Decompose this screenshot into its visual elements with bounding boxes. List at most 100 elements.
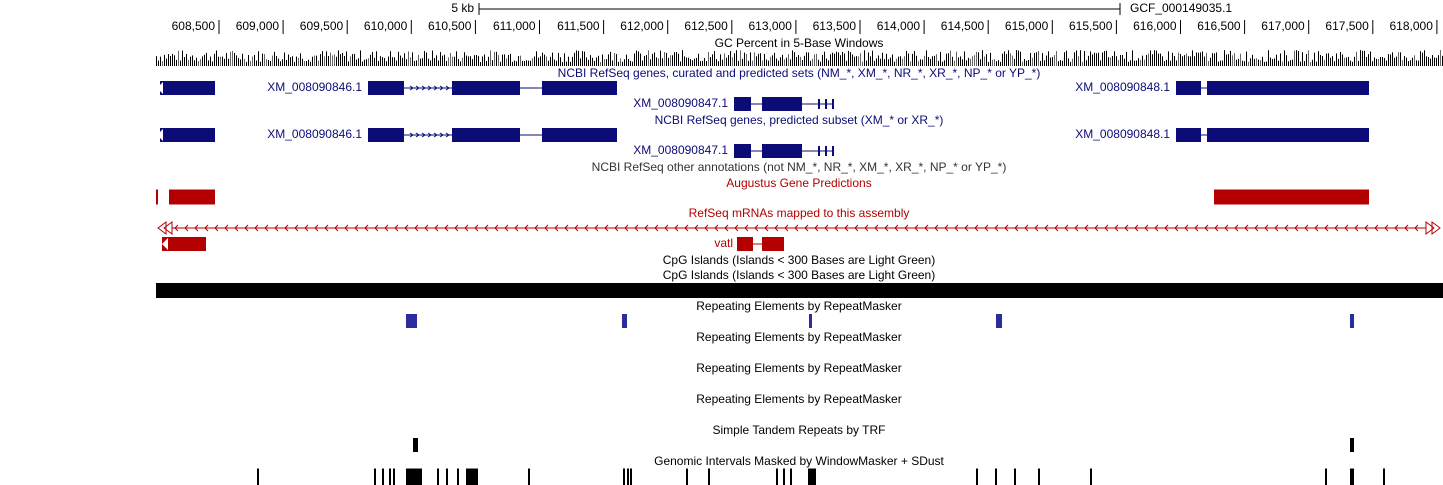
strand-arrow	[445, 132, 450, 138]
track-title: NCBI RefSeq genes, curated and predicted…	[558, 66, 1041, 80]
strand-arrow	[384, 224, 389, 232]
strand-arrow	[1244, 224, 1249, 232]
gc-bar	[618, 61, 619, 66]
gc-bar	[1326, 53, 1327, 66]
gc-bar	[184, 56, 185, 66]
gc-bar	[802, 59, 803, 66]
ruler-tick-label: 618,000	[1390, 19, 1434, 33]
ruler-tick-label: 613,500	[813, 19, 857, 33]
strand-arrow	[974, 224, 979, 232]
gc-bar	[658, 58, 659, 66]
gc-bar	[570, 61, 571, 66]
gc-bar	[1406, 57, 1407, 66]
gc-bar	[1032, 57, 1033, 66]
gc-bar	[622, 61, 623, 66]
gc-bar	[542, 52, 543, 66]
gc-bar	[234, 53, 235, 66]
gc-bar	[326, 51, 327, 66]
exon	[832, 146, 834, 156]
gc-bar	[1000, 61, 1001, 66]
gc-bar	[650, 59, 651, 66]
strand-arrow	[574, 224, 579, 232]
strand-arrow	[894, 224, 899, 232]
repeat	[809, 314, 812, 328]
masked-interval	[437, 468, 439, 485]
gc-bar	[428, 58, 429, 66]
gc-bar	[314, 55, 315, 66]
masked-interval	[420, 468, 422, 485]
gc-bar	[524, 61, 525, 66]
gc-bar	[1104, 51, 1105, 66]
strand-arrow	[644, 224, 649, 232]
gc-bar	[344, 55, 345, 66]
strand-arrow	[464, 224, 469, 232]
gc-bar	[176, 59, 177, 66]
gc-bar	[628, 58, 629, 66]
gc-bar	[1160, 53, 1161, 66]
gc-bar	[546, 56, 547, 66]
gc-bar	[604, 59, 605, 66]
gc-bar	[1140, 59, 1141, 66]
gc-bar	[612, 60, 613, 66]
gc-bar	[942, 61, 943, 66]
gc-bar	[458, 59, 459, 66]
gc-bar	[968, 57, 969, 66]
gc-bar	[1190, 56, 1191, 66]
strand-arrow	[864, 224, 869, 232]
ruler-tick-label: 610,000	[364, 19, 408, 33]
gc-bar	[1072, 58, 1073, 66]
ruler-tick-label: 612,000	[620, 19, 664, 33]
gc-bar	[280, 61, 281, 66]
gc-bar	[456, 51, 457, 66]
ruler-tick-label: 609,000	[236, 19, 280, 33]
gc-bar	[680, 61, 681, 66]
gc-bar	[664, 52, 665, 66]
gc-bar	[1392, 52, 1393, 66]
gc-bar	[938, 60, 939, 66]
track-title: CpG Islands (Islands < 300 Bases are Lig…	[663, 268, 935, 282]
gc-bar	[1108, 57, 1109, 66]
strand-arrow	[157, 221, 173, 235]
gc-bar	[862, 61, 863, 66]
masked-interval	[528, 468, 530, 485]
gc-bar	[982, 50, 983, 66]
gc-bar	[962, 59, 963, 66]
gc-bar	[1024, 59, 1025, 66]
gc-bar	[1164, 61, 1165, 66]
gc-bar	[822, 55, 823, 66]
gc-bar	[1206, 52, 1207, 66]
prediction	[156, 189, 158, 205]
gc-bar	[1016, 50, 1017, 66]
masked-interval	[418, 468, 420, 485]
gc-bar	[366, 59, 367, 66]
gc-bar	[580, 58, 581, 66]
gc-bar	[1070, 61, 1071, 66]
strand-arrow	[984, 224, 989, 232]
gc-bar	[1276, 54, 1277, 66]
strand-arrow	[484, 224, 489, 232]
strand-arrow	[994, 224, 999, 232]
masked-interval	[1038, 468, 1040, 485]
gc-bar	[1208, 60, 1209, 66]
strand-arrow	[1214, 224, 1219, 232]
gc-bar	[584, 51, 585, 66]
gc-bar	[1154, 50, 1155, 66]
gc-bar	[478, 56, 479, 66]
gc-bar	[354, 53, 355, 66]
gc-bar	[1166, 59, 1167, 66]
gc-bar	[286, 60, 287, 66]
strand-arrow	[1094, 224, 1099, 232]
gc-bar	[1138, 58, 1139, 66]
exon	[734, 144, 751, 158]
gc-bar	[776, 58, 777, 66]
gc-bar	[564, 53, 565, 66]
gc-bar	[1076, 50, 1077, 66]
gc-bar	[1360, 50, 1361, 66]
gc-bar	[528, 60, 529, 66]
gc-bar	[534, 56, 535, 66]
strand-arrow	[914, 224, 919, 232]
gc-bar	[506, 58, 507, 66]
masked-interval	[1090, 468, 1092, 485]
gc-bar	[226, 53, 227, 66]
gc-bar	[522, 60, 523, 66]
